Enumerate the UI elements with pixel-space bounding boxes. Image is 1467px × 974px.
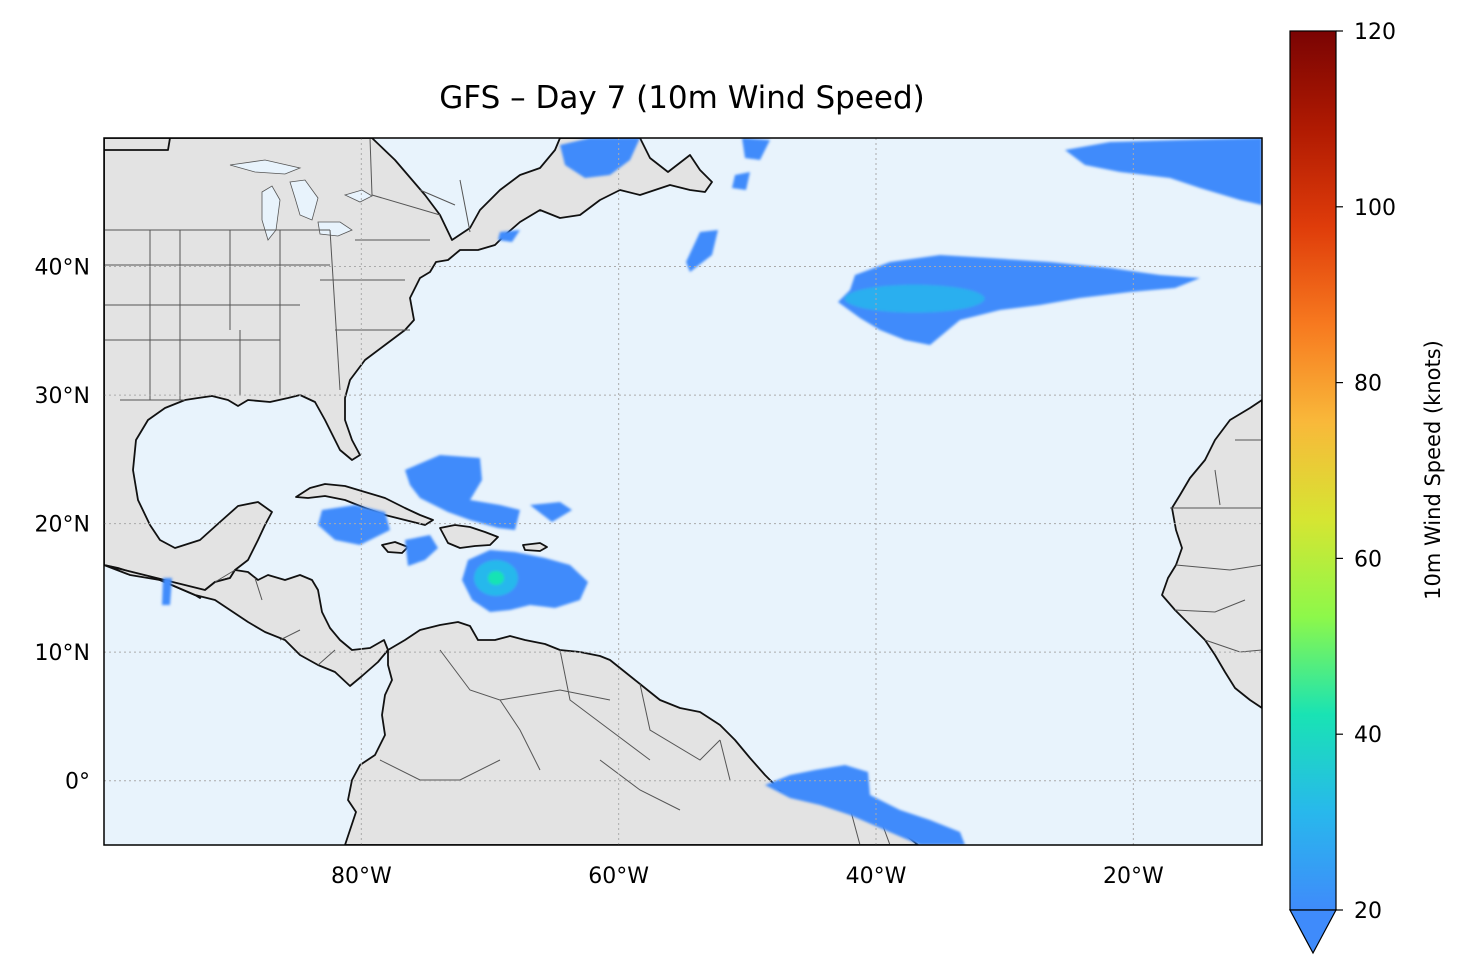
colorbar-tick-label: 20 bbox=[1354, 899, 1382, 924]
land-hispaniola bbox=[439, 524, 499, 549]
land-north-america bbox=[104, 138, 713, 599]
y-tick-label: 10°N bbox=[35, 641, 90, 666]
jet-core bbox=[844, 284, 985, 313]
wind-region-bahamas-cuba bbox=[405, 455, 520, 530]
colorbar-tick-label: 40 bbox=[1354, 723, 1382, 748]
colorbar-ramp bbox=[1289, 30, 1337, 911]
map-panel: 80°W 60°W 40°W 20°W 40°N 30°N 20°N 10°N 0° bbox=[35, 137, 1263, 889]
y-tick-label: 30°N bbox=[35, 384, 90, 409]
wind-region-gulf-of-st-lawrence bbox=[560, 138, 640, 178]
x-tick-label: 60°W bbox=[588, 864, 649, 889]
land-central-america bbox=[104, 564, 389, 687]
x-tick-label: 20°W bbox=[1103, 864, 1164, 889]
wind-speed-fields bbox=[162, 138, 1262, 845]
colorbar-label: 10m Wind Speed (knots) bbox=[1421, 340, 1445, 600]
y-tick-label: 40°N bbox=[35, 256, 90, 281]
y-tick-label: 20°N bbox=[35, 513, 90, 538]
colorbar-tick-label: 120 bbox=[1354, 20, 1396, 45]
great-lakes bbox=[229, 159, 373, 241]
map-frame bbox=[103, 137, 1263, 846]
y-tick-labels: 40°N 30°N 20°N 10°N 0° bbox=[35, 256, 90, 795]
colorbar: 20 40 60 80 100 120 10m Wind Speed (knots) bbox=[1288, 20, 1445, 955]
colorbar-tick-label: 60 bbox=[1354, 547, 1382, 572]
land-jamaica bbox=[381, 541, 409, 554]
wind-region-equatorial-atlantic bbox=[765, 765, 965, 845]
x-tick-label: 80°W bbox=[331, 864, 392, 889]
colorbar-tick-label: 80 bbox=[1354, 372, 1382, 397]
land-africa bbox=[1161, 399, 1262, 709]
gridlines bbox=[104, 138, 1262, 845]
colorbar-tick-label: 100 bbox=[1354, 196, 1396, 221]
land-cuba bbox=[295, 483, 434, 526]
land-greenland-labrador-top bbox=[104, 138, 171, 151]
x-tick-label: 40°W bbox=[846, 864, 907, 889]
land-puerto-rico bbox=[522, 542, 548, 552]
wind-region-northeast-atlantic bbox=[1065, 138, 1262, 205]
map-title: GFS – Day 7 (10m Wind Speed) bbox=[439, 80, 924, 116]
colorbar-extend-min-triangle bbox=[1288, 909, 1338, 955]
y-tick-label: 0° bbox=[65, 770, 90, 795]
political-borders bbox=[104, 138, 1262, 845]
colorbar-ticks: 20 40 60 80 100 120 bbox=[1336, 20, 1396, 924]
x-tick-labels: 80°W 60°W 40°W 20°W bbox=[331, 864, 1164, 889]
wind-region-north-atlantic-jet bbox=[838, 255, 1200, 345]
hurricane-eye bbox=[488, 571, 504, 585]
